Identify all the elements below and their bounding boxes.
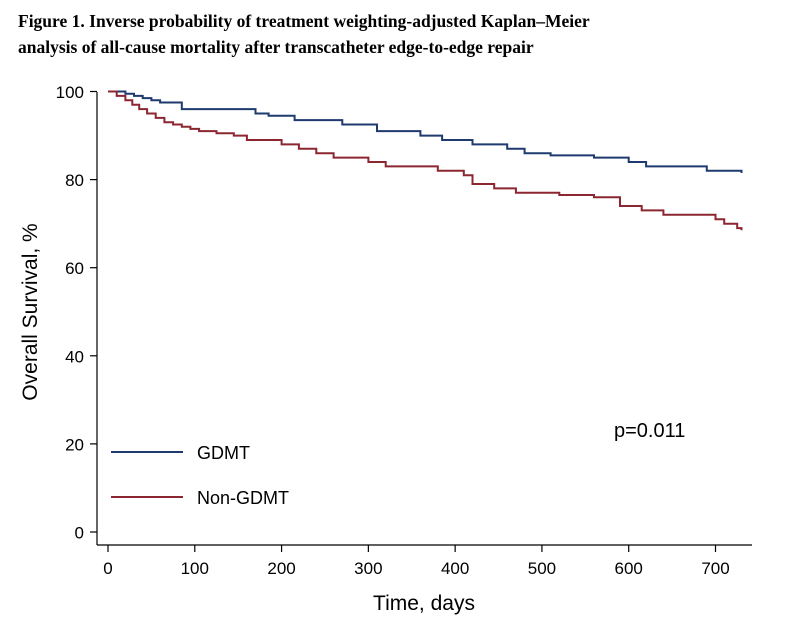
legend-label-gdmt: GDMT: [197, 443, 250, 463]
plot-frame: [96, 92, 752, 546]
figure-title-line-1: Figure 1. Inverse probability of treatme…: [18, 11, 590, 31]
legend-label-non-gdmt: Non-GDMT: [197, 488, 289, 508]
y-tick-label: 100: [56, 83, 84, 102]
series-line-gdmt: [108, 90, 743, 173]
x-tick-label: 200: [267, 559, 295, 578]
x-tick-label: 0: [103, 559, 112, 578]
y-axis-label: Overall Survival, %: [19, 223, 42, 400]
y-tick-label: 40: [65, 347, 84, 366]
x-axis-label: Time, days: [373, 592, 475, 615]
x-axis-ticks: 0 100 200 300 400 500 600 700: [103, 545, 730, 578]
x-tick-label: 100: [181, 559, 209, 578]
x-tick-label: 500: [528, 559, 556, 578]
x-tick-label: 300: [354, 559, 382, 578]
y-tick-label: 0: [75, 524, 84, 543]
survival-curves: [108, 90, 743, 231]
x-tick-label: 700: [701, 559, 729, 578]
x-tick-label: 400: [441, 559, 469, 578]
p-value-annotation: p=0.011: [614, 420, 685, 442]
y-tick-label: 80: [65, 171, 84, 190]
legend: GDMT Non-GDMT: [111, 443, 289, 508]
y-tick-label: 60: [65, 259, 84, 278]
y-axis-ticks: 0 20 40 60 80 100: [56, 83, 97, 543]
x-tick-label: 600: [615, 559, 643, 578]
figure-title: Figure 1. Inverse probability of treatme…: [18, 8, 778, 60]
y-tick-label: 20: [65, 435, 84, 454]
series-line-non-gdmt: [108, 90, 743, 231]
figure-title-line-2: analysis of all-cause mortality after tr…: [18, 37, 534, 57]
